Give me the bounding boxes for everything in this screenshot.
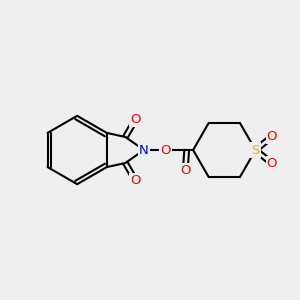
Text: O: O (130, 113, 141, 126)
Text: S: S (251, 143, 260, 157)
Text: N: N (139, 143, 149, 157)
Text: O: O (267, 130, 277, 143)
Text: O: O (160, 143, 171, 157)
Text: O: O (180, 164, 190, 177)
Text: O: O (130, 174, 141, 187)
Text: O: O (267, 157, 277, 170)
